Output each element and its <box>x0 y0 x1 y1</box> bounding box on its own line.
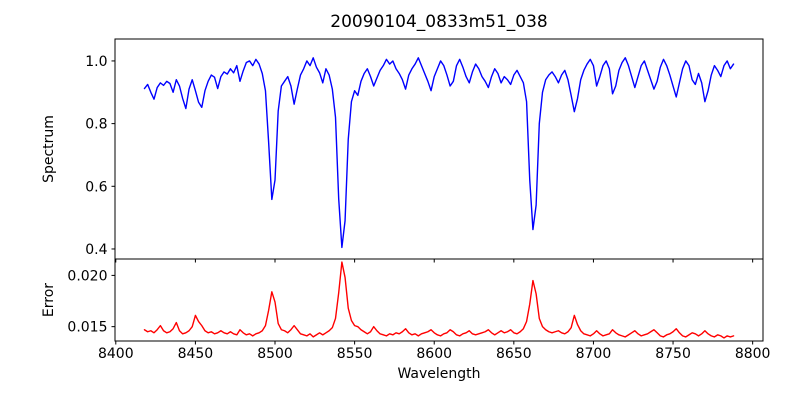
spectrum-y-tick-label: 0.6 <box>85 179 107 195</box>
error-panel-border <box>114 258 764 342</box>
x-tick-label: 8700 <box>576 346 612 362</box>
spectrum-y-tick-label: 0.4 <box>85 242 107 258</box>
spectrum-axis-label: Spectrum <box>41 115 57 183</box>
x-tick-label: 8400 <box>98 346 134 362</box>
spectrum-y-tick-label: 0.8 <box>85 117 107 133</box>
spectrum-y-tick-label: 1.0 <box>85 54 107 70</box>
x-tick-label: 8800 <box>735 346 771 362</box>
x-tick-label: 8500 <box>257 346 293 362</box>
x-tick-label: 8650 <box>496 346 532 362</box>
chart-title: 20090104_0833m51_038 <box>330 12 547 32</box>
x-tick-label: 8550 <box>337 346 373 362</box>
error-y-tick-label: 0.015 <box>67 320 107 336</box>
x-tick-label: 8750 <box>655 346 691 362</box>
x-tick-label: 8450 <box>178 346 214 362</box>
x-tick-label: 8600 <box>416 346 452 362</box>
error-axis-label: Error <box>41 283 57 317</box>
x-axis-label: Wavelength <box>397 366 480 382</box>
error-line <box>143 261 735 339</box>
spectrum-line <box>143 57 735 249</box>
error-y-tick-label: 0.020 <box>67 268 107 284</box>
